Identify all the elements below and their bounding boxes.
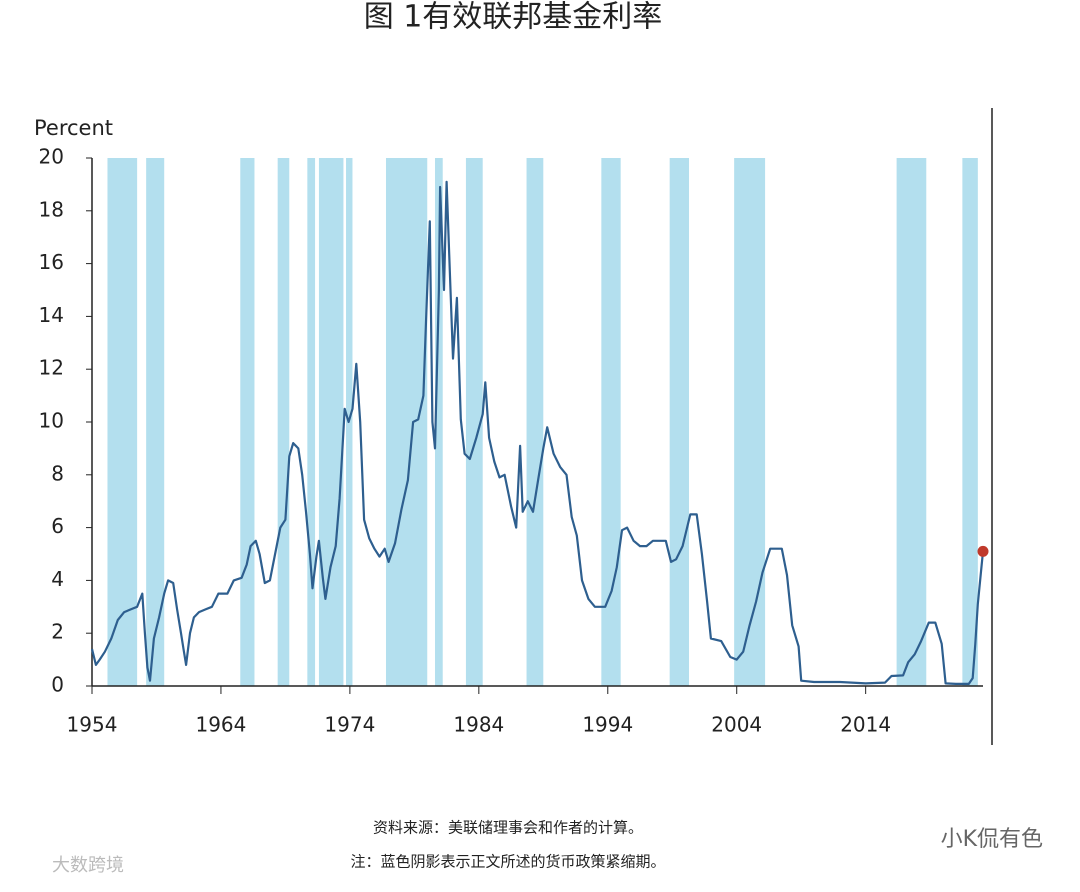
tightening-period	[669, 158, 690, 686]
tightening-period	[465, 158, 483, 686]
tightening-period	[146, 158, 165, 686]
x-tick-label: 2014	[840, 713, 891, 737]
x-tick-label: 1984	[453, 713, 504, 737]
tightening-period	[962, 158, 978, 686]
source: 资料来源：美联储理事会和作者的计算。	[373, 819, 643, 837]
x-tick-label: 2004	[711, 713, 762, 737]
watermark: 大数跨境	[52, 855, 124, 876]
y-tick-label: 4	[51, 567, 64, 591]
x-tick-label: 1974	[324, 713, 375, 737]
y-tick-label: 16	[39, 250, 64, 274]
y-tick-label: 12	[39, 356, 64, 380]
tightening-period	[434, 158, 443, 686]
x-tick-label: 1954	[67, 713, 118, 737]
tightening-period	[240, 158, 255, 686]
tightening-period	[601, 158, 621, 686]
y-axis-label: Percent	[34, 116, 113, 140]
y-tick-label: 6	[51, 514, 64, 538]
y-tick-label: 0	[51, 673, 64, 697]
y-tick-label: 8	[51, 461, 64, 485]
x-tick-label: 1964	[195, 713, 246, 737]
tightening-period	[107, 158, 138, 686]
tightening-period	[277, 158, 290, 686]
watermark: 小K侃有色	[941, 827, 1043, 852]
note: 注：蓝色阴影表示正文所述的货币政策紧缩期。	[350, 853, 665, 871]
end-marker	[977, 545, 989, 557]
tightening-period	[896, 158, 927, 686]
x-tick-label: 1994	[582, 713, 633, 737]
tightening-period	[318, 158, 344, 686]
y-tick-label: 2	[51, 620, 64, 644]
y-tick-label: 14	[39, 303, 64, 327]
y-tick-label: 10	[39, 409, 64, 433]
plot-area: 0 2 4 6 8 10 12 14 16 18 20 1954 1964 1974 1984 1994 200…	[39, 145, 989, 737]
y-tick-label: 20	[39, 145, 64, 169]
tightening-period	[385, 158, 428, 686]
tightening-period	[526, 158, 544, 686]
y-tick-label: 18	[39, 197, 64, 221]
tightening-period	[307, 158, 316, 686]
rate-line	[90, 180, 985, 685]
chart-title: 图 1有效联邦基金利率	[364, 0, 663, 35]
tightening-period	[734, 158, 766, 686]
